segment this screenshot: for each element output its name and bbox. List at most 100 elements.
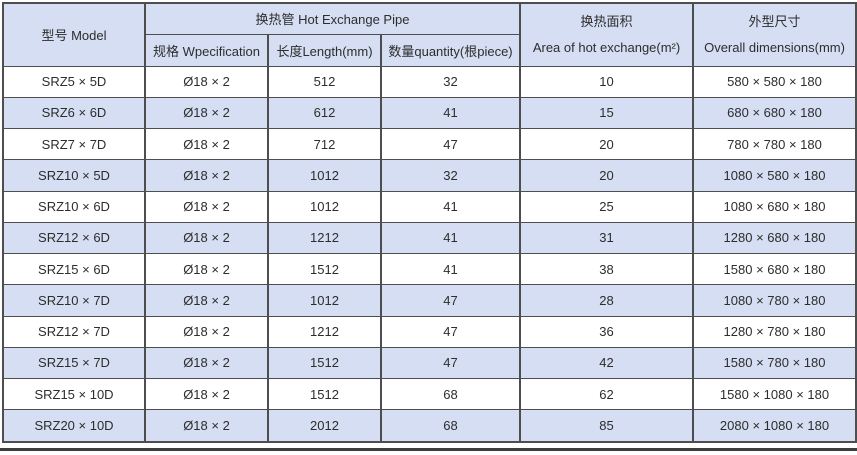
cell-qty: 41	[379, 221, 522, 255]
table-row: SRZ10 × 7D Ø18 × 2 1012 47 28 1080 × 780 × 18…	[2, 284, 857, 317]
cell-length: 1512	[267, 377, 382, 411]
cell-model: SRZ7 × 7D	[2, 127, 146, 161]
cell-area: 36	[519, 315, 695, 348]
cell-area: 10	[519, 65, 695, 98]
table-row: SRZ6 × 6D Ø18 × 2 612 41 15 680 × 680 × 180	[2, 96, 857, 130]
cell-length: 712	[267, 127, 382, 161]
heat-exchanger-spec-table: 型号 Model 换热管 Hot Exchange Pipe 换热面积 Area…	[2, 2, 857, 443]
cell-dims: 580 × 580 × 180	[692, 65, 857, 98]
header-area: 换热面积 Area of hot exchange(m²)	[519, 2, 695, 67]
header-dimensions-en: Overall dimensions(mm)	[704, 39, 845, 55]
cell-length: 1512	[267, 252, 382, 286]
cell-qty: 41	[379, 96, 522, 130]
header-length: 长度Length(mm)	[267, 33, 382, 67]
cell-area: 25	[519, 190, 695, 223]
cell-area: 31	[519, 221, 695, 255]
header-dimensions: 外型尺寸 Overall dimensions(mm)	[692, 2, 857, 67]
cell-spec: Ø18 × 2	[144, 252, 269, 286]
cell-length: 1012	[267, 284, 382, 317]
cell-area: 28	[519, 284, 695, 317]
cell-area: 42	[519, 346, 695, 380]
cell-dims: 1280 × 780 × 180	[692, 315, 857, 348]
cell-model: SRZ15 × 10D	[2, 377, 146, 411]
cell-dims: 1080 × 680 × 180	[692, 190, 857, 223]
cell-length: 512	[267, 65, 382, 98]
table-header: 型号 Model 换热管 Hot Exchange Pipe 换热面积 Area…	[2, 2, 857, 67]
cell-spec: Ø18 × 2	[144, 284, 269, 317]
cell-area: 62	[519, 377, 695, 411]
cell-spec: Ø18 × 2	[144, 315, 269, 348]
cell-spec: Ø18 × 2	[144, 127, 269, 161]
cell-qty: 47	[379, 346, 522, 380]
cell-area: 15	[519, 96, 695, 130]
table-row: SRZ12 × 7D Ø18 × 2 1212 47 36 1280 × 780 × 18…	[2, 315, 857, 348]
bottom-rule	[0, 448, 857, 451]
cell-model: SRZ12 × 6D	[2, 221, 146, 255]
header-pipe-group: 换热管 Hot Exchange Pipe	[143, 2, 522, 35]
cell-dims: 1080 × 780 × 180	[692, 284, 857, 317]
cell-qty: 47	[379, 284, 522, 317]
table-row: SRZ10 × 5D Ø18 × 2 1012 32 20 1080 × 580 × 18…	[2, 159, 857, 192]
header-area-en: Area of hot exchange(m²)	[532, 39, 681, 55]
cell-spec: Ø18 × 2	[144, 346, 269, 380]
cell-dims: 680 × 680 × 180	[692, 96, 857, 130]
header-model: 型号 Model	[2, 2, 146, 67]
cell-spec: Ø18 × 2	[144, 190, 269, 223]
cell-length: 612	[267, 96, 382, 130]
header-dimensions-cn: 外型尺寸	[748, 14, 801, 30]
cell-area: 20	[519, 127, 695, 161]
cell-qty: 68	[379, 409, 522, 443]
table-row: SRZ15 × 10D Ø18 × 2 1512 68 62 1580 × 1080 × …	[2, 377, 857, 411]
table-row: SRZ15 × 7D Ø18 × 2 1512 47 42 1580 × 780 × 18…	[2, 346, 857, 380]
table-row: SRZ12 × 6D Ø18 × 2 1212 41 31 1280 × 680 × 18…	[2, 221, 857, 255]
table-row: SRZ15 × 6D Ø18 × 2 1512 41 38 1580 × 680 × 18…	[2, 252, 857, 286]
cell-model: SRZ20 × 10D	[2, 409, 146, 443]
cell-length: 1012	[267, 159, 382, 192]
cell-area: 85	[519, 409, 695, 443]
cell-spec: Ø18 × 2	[144, 96, 269, 130]
header-spec: 规格 Wpecification	[144, 33, 269, 67]
table-row: SRZ10 × 6D Ø18 × 2 1012 41 25 1080 × 680 × 18…	[2, 190, 857, 223]
cell-qty: 41	[379, 252, 522, 286]
cell-model: SRZ6 × 6D	[2, 96, 146, 130]
cell-area: 20	[519, 159, 695, 192]
cell-qty: 32	[379, 65, 522, 98]
cell-qty: 47	[379, 315, 522, 348]
cell-dims: 1280 × 680 × 180	[692, 221, 857, 255]
header-quantity: 数量quantity(根piece)	[379, 33, 522, 67]
cell-qty: 41	[379, 190, 522, 223]
table-row: SRZ5 × 5D Ø18 × 2 512 32 10 580 × 580 × 180	[2, 65, 857, 98]
cell-length: 1512	[267, 346, 382, 380]
table-row: SRZ20 × 10D Ø18 × 2 2012 68 85 2080 × 1080 × …	[2, 409, 857, 443]
cell-area: 38	[519, 252, 695, 286]
cell-dims: 780 × 780 × 180	[692, 127, 857, 161]
cell-dims: 2080 × 1080 × 180	[692, 409, 857, 443]
cell-model: SRZ12 × 7D	[2, 315, 146, 348]
cell-spec: Ø18 × 2	[144, 65, 269, 98]
cell-spec: Ø18 × 2	[144, 409, 269, 443]
cell-model: SRZ15 × 6D	[2, 252, 146, 286]
cell-model: SRZ10 × 7D	[2, 284, 146, 317]
cell-spec: Ø18 × 2	[144, 159, 269, 192]
cell-length: 2012	[267, 409, 382, 443]
cell-model: SRZ15 × 7D	[2, 346, 146, 380]
cell-length: 1212	[267, 221, 382, 255]
table-row: SRZ7 × 7D Ø18 × 2 712 47 20 780 × 780 × 180	[2, 127, 857, 161]
cell-qty: 68	[379, 377, 522, 411]
cell-spec: Ø18 × 2	[144, 221, 269, 255]
cell-model: SRZ10 × 5D	[2, 159, 146, 192]
cell-qty: 32	[379, 159, 522, 192]
cell-length: 1012	[267, 190, 382, 223]
cell-dims: 1580 × 680 × 180	[692, 252, 857, 286]
cell-model: SRZ10 × 6D	[2, 190, 146, 223]
cell-dims: 1080 × 580 × 180	[692, 159, 857, 192]
table-body: SRZ5 × 5D Ø18 × 2 512 32 10 580 × 580 × 180 SR…	[2, 65, 857, 443]
cell-length: 1212	[267, 315, 382, 348]
cell-dims: 1580 × 780 × 180	[692, 346, 857, 380]
cell-model: SRZ5 × 5D	[2, 65, 146, 98]
cell-spec: Ø18 × 2	[144, 377, 269, 411]
header-area-cn: 换热面积	[580, 14, 633, 30]
cell-dims: 1580 × 1080 × 180	[692, 377, 857, 411]
cell-qty: 47	[379, 127, 522, 161]
